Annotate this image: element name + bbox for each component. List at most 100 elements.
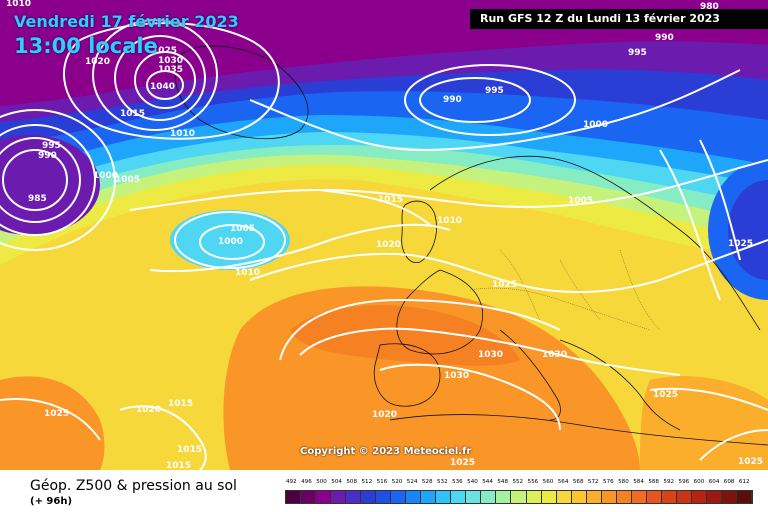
legend-swatch <box>706 491 722 503</box>
legend-swatch <box>601 491 617 503</box>
legend-value: 612 <box>738 479 750 485</box>
isobar-label: 980 <box>700 2 719 12</box>
legend-swatch <box>481 491 497 503</box>
isobar-label: 990 <box>443 95 462 105</box>
legend-value: 592 <box>663 479 675 485</box>
isobar-1040 <box>146 70 184 100</box>
isobar-1035 <box>134 51 196 109</box>
legend-value: 568 <box>572 479 584 485</box>
isobar-label: 1015 <box>378 195 403 205</box>
ridge-core-580 <box>290 305 520 366</box>
isobar-label: 995 <box>42 141 61 151</box>
north-africa-coast <box>389 414 768 446</box>
france-coast <box>396 269 483 355</box>
legend-swatch <box>676 491 692 503</box>
isobar-1010-atlantic <box>149 223 451 273</box>
isobar-label: 1025 <box>653 390 678 400</box>
legend-value: 560 <box>542 479 554 485</box>
isobar-label: 1030 <box>478 350 503 360</box>
legend-color-scale <box>285 490 753 504</box>
legend-swatch <box>661 491 677 503</box>
legend-value: 556 <box>527 479 539 485</box>
legend-swatch <box>646 491 662 503</box>
legend-swatch <box>361 491 377 503</box>
legend-swatch <box>406 491 422 503</box>
legend-value: 500 <box>316 479 327 485</box>
isobar-label-group: 1010 1020 1025 1030 1035 1040 1015 1010 … <box>6 0 763 470</box>
isobar-1030-iberia <box>379 363 561 431</box>
isobar-1030-mid <box>299 327 681 376</box>
isobar-label: 1030 <box>444 371 469 381</box>
legend-value: 584 <box>633 479 644 485</box>
isobar-label: 985 <box>28 194 47 204</box>
footer-panel: Géop. Z500 & pression au sol (+ 96h) 492… <box>0 470 768 512</box>
legend-value: 512 <box>361 479 373 485</box>
legend-swatch <box>346 491 362 503</box>
legend-swatch <box>331 491 347 503</box>
legend-swatch <box>691 491 707 503</box>
legend-value: 544 <box>482 479 493 485</box>
legend-swatch <box>556 491 572 503</box>
isobar-label: 1035 <box>158 65 183 75</box>
isobar-1000 <box>249 69 741 152</box>
isobar-995-west <box>0 124 96 236</box>
isobar-1030 <box>114 35 206 121</box>
map-title: Géop. Z500 & pression au sol <box>30 478 237 494</box>
isobar-label: 1020 <box>376 240 401 250</box>
legend-value: 608 <box>723 479 735 485</box>
low-atlantic-core <box>170 210 290 270</box>
isobar-1025 <box>92 19 218 131</box>
forecast-lead-time: (+ 96h) <box>30 496 73 507</box>
isobar-label: 1025 <box>728 239 753 249</box>
legend-value: 504 <box>331 479 342 485</box>
isobar-label: 1005 <box>115 175 140 185</box>
isobar-label: 1010 <box>235 268 260 278</box>
legend-value: 548 <box>497 479 509 485</box>
isobar-990-west <box>0 137 81 223</box>
greenland-coast <box>174 45 309 140</box>
legend-swatch <box>301 491 317 503</box>
isobar-985 <box>2 149 68 211</box>
isobar-995-north <box>404 64 576 136</box>
isobar-1005-east <box>699 139 741 261</box>
isobar-label: 1025 <box>44 409 69 419</box>
legend-swatch <box>496 491 512 503</box>
legend-swatch <box>466 491 482 503</box>
legend-value: 496 <box>301 479 312 485</box>
legend-value: 516 <box>376 479 388 485</box>
isobar-label: 1020 <box>372 410 397 420</box>
legend-value: 532 <box>436 479 448 485</box>
isobar-label: 1010 <box>437 216 462 226</box>
model-run-label: Run GFS 12 Z du Lundi 13 février 2023 <box>470 9 768 29</box>
legend-value: 528 <box>421 479 433 485</box>
weather-map: 1010 1020 1025 1030 1035 1040 1015 1010 … <box>0 0 768 470</box>
legend-value: 596 <box>678 479 690 485</box>
legend-swatch <box>391 491 407 503</box>
isobar-label: 995 <box>485 86 504 96</box>
britain-coast <box>401 200 437 263</box>
isobar-1005-atlantic <box>174 211 286 269</box>
iberia-coast <box>373 343 441 407</box>
legend-swatch <box>421 491 437 503</box>
isobar-label: 1010 <box>6 0 31 9</box>
isobar-label: 1015 <box>166 461 191 470</box>
isobar-1025-mid <box>279 298 561 361</box>
isobar-1015-south <box>119 405 207 470</box>
isobar-990-north <box>419 77 531 123</box>
isobar-label: 1000 <box>93 171 118 181</box>
legend-swatch <box>586 491 602 503</box>
legend-value: 540 <box>467 479 478 485</box>
legend-swatch <box>541 491 557 503</box>
isobar-1025-southeast <box>649 387 768 411</box>
legend-value: 520 <box>391 479 403 485</box>
isobars <box>0 19 768 470</box>
legend-swatch <box>316 491 332 503</box>
isobar-1005 <box>129 159 768 211</box>
legend-value: 536 <box>452 479 463 485</box>
isobar-label: 1030 <box>158 56 183 66</box>
legend-value: 576 <box>603 479 614 485</box>
isobar-label: 1025 <box>738 457 763 467</box>
isobar-label: 1040 <box>150 82 175 92</box>
legend-value: 588 <box>648 479 659 485</box>
isobar-label: 1025 <box>152 46 177 56</box>
